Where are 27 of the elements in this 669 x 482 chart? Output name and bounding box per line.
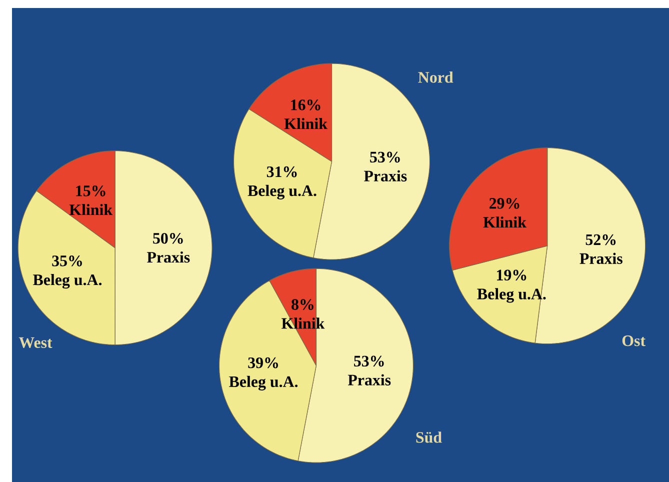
slice-label: Beleg u.A. bbox=[477, 288, 546, 303]
text: West bbox=[18, 337, 52, 348]
data-label: 53% bbox=[354, 356, 384, 367]
data-label: 52% bbox=[586, 234, 616, 246]
slice-label: Praxis bbox=[364, 170, 407, 182]
text: Süd bbox=[416, 432, 442, 443]
slice-label: Praxis bbox=[146, 251, 190, 263]
slice-label: Praxis bbox=[580, 252, 622, 264]
data-label: 29% bbox=[489, 198, 520, 209]
slice-label: Klinik bbox=[69, 204, 113, 216]
slice-label: Klinik bbox=[284, 118, 328, 130]
data-label: 16% bbox=[291, 100, 320, 110]
data-label: 39% bbox=[248, 357, 278, 368]
data-label: 15% bbox=[76, 186, 106, 196]
data-label: 35% bbox=[52, 256, 82, 266]
text: Ost bbox=[622, 335, 646, 346]
slice-label: Beleg u.A. bbox=[33, 274, 102, 289]
data-label: 53% bbox=[370, 152, 400, 163]
slice-label: Beleg u.A. bbox=[248, 184, 316, 200]
data-label: 19% bbox=[497, 270, 526, 281]
slice-label: Praxis bbox=[348, 374, 391, 386]
data-label: 8% bbox=[292, 299, 314, 310]
data-label: 31% bbox=[266, 166, 297, 178]
chart-title: Nord bbox=[418, 72, 454, 83]
slice-label: Beleg u.A. bbox=[229, 376, 298, 390]
slice-label: Klinik bbox=[483, 216, 526, 228]
data-label: 50% bbox=[153, 232, 183, 244]
